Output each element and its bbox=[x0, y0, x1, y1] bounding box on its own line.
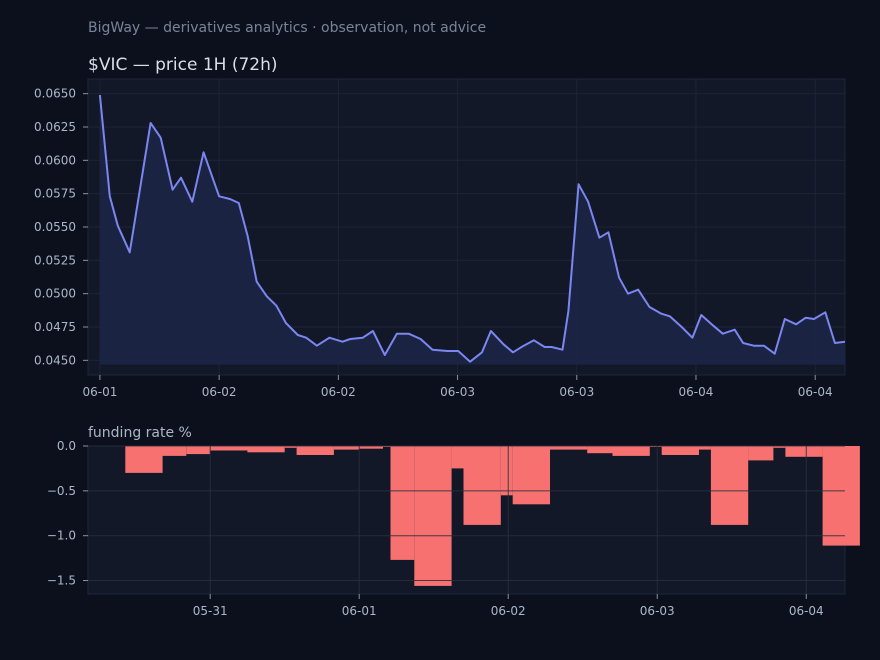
funding-bar bbox=[247, 446, 285, 453]
price-y-tick-label: 0.0650 bbox=[34, 87, 76, 101]
price-y-tick-label: 0.0550 bbox=[34, 220, 76, 234]
price-x-tick-label: 06-03 bbox=[559, 385, 594, 399]
funding-bar bbox=[699, 446, 711, 450]
price-area-fill bbox=[99, 95, 845, 365]
funding-bar bbox=[359, 446, 383, 449]
funding-bar bbox=[162, 446, 187, 456]
price-y-tick-label: 0.0625 bbox=[34, 120, 76, 134]
funding-bar bbox=[463, 446, 501, 525]
price-x-axis: 06-01 06-02 06-02 06-03 06-03 06-04 06-04 bbox=[82, 375, 833, 399]
funding-bar bbox=[333, 446, 360, 450]
price-y-tick-label: 0.0600 bbox=[34, 153, 76, 167]
funding-y-axis: 0.0 −0.5 −1.0 −1.5 bbox=[47, 439, 88, 588]
funding-bar bbox=[296, 446, 334, 455]
funding-y-tick-label: 0.0 bbox=[57, 439, 76, 453]
funding-bar bbox=[549, 446, 588, 450]
funding-bar bbox=[500, 446, 513, 496]
funding-y-tick-label: −0.5 bbox=[47, 484, 76, 498]
funding-bar bbox=[822, 446, 860, 546]
funding-x-tick-label: 05-31 bbox=[193, 604, 228, 618]
price-x-tick-label: 06-03 bbox=[440, 385, 475, 399]
funding-bar bbox=[210, 446, 248, 451]
funding-y-tick-label: −1.0 bbox=[47, 529, 76, 543]
price-y-tick-label: 0.0500 bbox=[34, 287, 76, 301]
funding-bar bbox=[710, 446, 749, 525]
funding-bar bbox=[748, 446, 774, 461]
funding-x-tick-label: 06-02 bbox=[491, 604, 526, 618]
funding-bar bbox=[125, 446, 163, 473]
funding-bar bbox=[587, 446, 613, 454]
price-area-layer bbox=[99, 95, 845, 365]
funding-bar bbox=[284, 446, 297, 448]
price-y-tick-label: 0.0525 bbox=[34, 253, 76, 267]
price-y-tick-label: 0.0575 bbox=[34, 187, 76, 201]
funding-x-axis: 05-31 06-01 06-02 06-03 06-04 bbox=[193, 594, 824, 618]
funding-bar bbox=[390, 446, 415, 560]
funding-bar bbox=[186, 446, 211, 455]
price-x-tick-label: 06-04 bbox=[798, 385, 833, 399]
price-x-tick-label: 06-02 bbox=[321, 385, 356, 399]
funding-bar bbox=[612, 446, 650, 456]
price-series-line bbox=[98, 94, 846, 363]
price-line-layer bbox=[98, 94, 846, 363]
funding-bar bbox=[414, 446, 452, 586]
price-x-tick-label: 06-01 bbox=[82, 385, 117, 399]
price-y-tick-label: 0.0450 bbox=[34, 353, 76, 367]
price-y-axis: 0.0450 0.0475 0.0500 0.0525 0.0550 0.0575 0.06… bbox=[34, 87, 88, 367]
funding-bar bbox=[451, 446, 464, 469]
funding-bar bbox=[512, 446, 550, 505]
funding-x-tick-label: 06-04 bbox=[789, 604, 824, 618]
funding-bar bbox=[661, 446, 699, 455]
funding-chart-title: funding rate % bbox=[88, 425, 192, 441]
funding-bar bbox=[785, 446, 823, 457]
funding-grid bbox=[88, 445, 845, 594]
funding-y-tick-label: −1.5 bbox=[47, 574, 76, 588]
funding-x-tick-label: 06-03 bbox=[640, 604, 675, 618]
funding-bars bbox=[125, 446, 860, 586]
price-x-tick-label: 06-02 bbox=[202, 385, 237, 399]
funding-x-tick-label: 06-01 bbox=[342, 604, 377, 618]
price-chart-title: $VIC — price 1H (72h) bbox=[88, 55, 278, 75]
price-x-tick-label: 06-04 bbox=[679, 385, 714, 399]
figure-subtitle: BigWay — derivatives analytics · observa… bbox=[88, 20, 487, 36]
funding-bar bbox=[773, 446, 786, 448]
price-y-tick-label: 0.0475 bbox=[34, 320, 76, 334]
